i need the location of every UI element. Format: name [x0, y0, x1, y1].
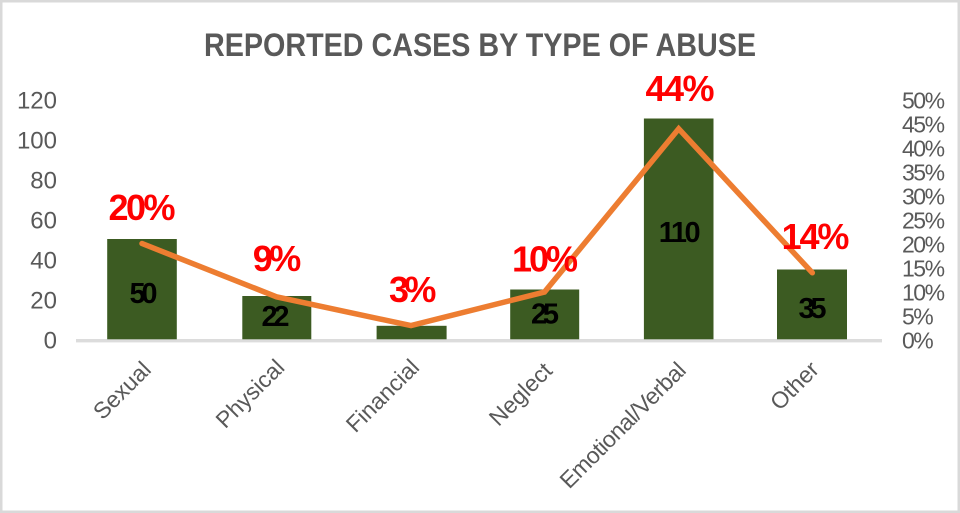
- svg-text:50: 50: [130, 278, 158, 310]
- svg-text:50%: 50%: [902, 88, 945, 114]
- svg-text:3%: 3%: [389, 269, 437, 310]
- svg-text:30%: 30%: [902, 184, 945, 210]
- svg-text:35%: 35%: [902, 160, 945, 186]
- svg-text:40%: 40%: [902, 136, 945, 162]
- svg-text:20%: 20%: [902, 232, 945, 258]
- svg-text:0%: 0%: [902, 328, 933, 354]
- svg-text:9%: 9%: [253, 238, 302, 279]
- svg-text:20%: 20%: [109, 187, 176, 228]
- svg-text:10%: 10%: [512, 239, 578, 280]
- svg-text:40: 40: [30, 248, 57, 275]
- svg-text:120: 120: [17, 88, 57, 115]
- svg-text:80: 80: [30, 168, 57, 195]
- svg-text:35: 35: [799, 293, 827, 325]
- svg-text:44%: 44%: [646, 68, 715, 109]
- svg-text:45%: 45%: [902, 112, 945, 138]
- svg-text:5%: 5%: [902, 304, 933, 330]
- svg-text:14%: 14%: [782, 216, 850, 257]
- svg-text:0: 0: [44, 328, 57, 355]
- svg-text:25: 25: [531, 299, 559, 331]
- svg-text:100: 100: [17, 128, 57, 155]
- svg-text:15%: 15%: [902, 256, 945, 282]
- svg-text:25%: 25%: [902, 208, 945, 234]
- svg-text:REPORTED CASES BY TYPE OF ABUS: REPORTED CASES BY TYPE OF ABUSE: [204, 27, 756, 63]
- svg-text:60: 60: [30, 208, 57, 235]
- svg-text:10%: 10%: [902, 280, 945, 306]
- svg-text:110: 110: [659, 217, 701, 249]
- svg-text:20: 20: [30, 288, 57, 315]
- svg-text:22: 22: [262, 301, 290, 333]
